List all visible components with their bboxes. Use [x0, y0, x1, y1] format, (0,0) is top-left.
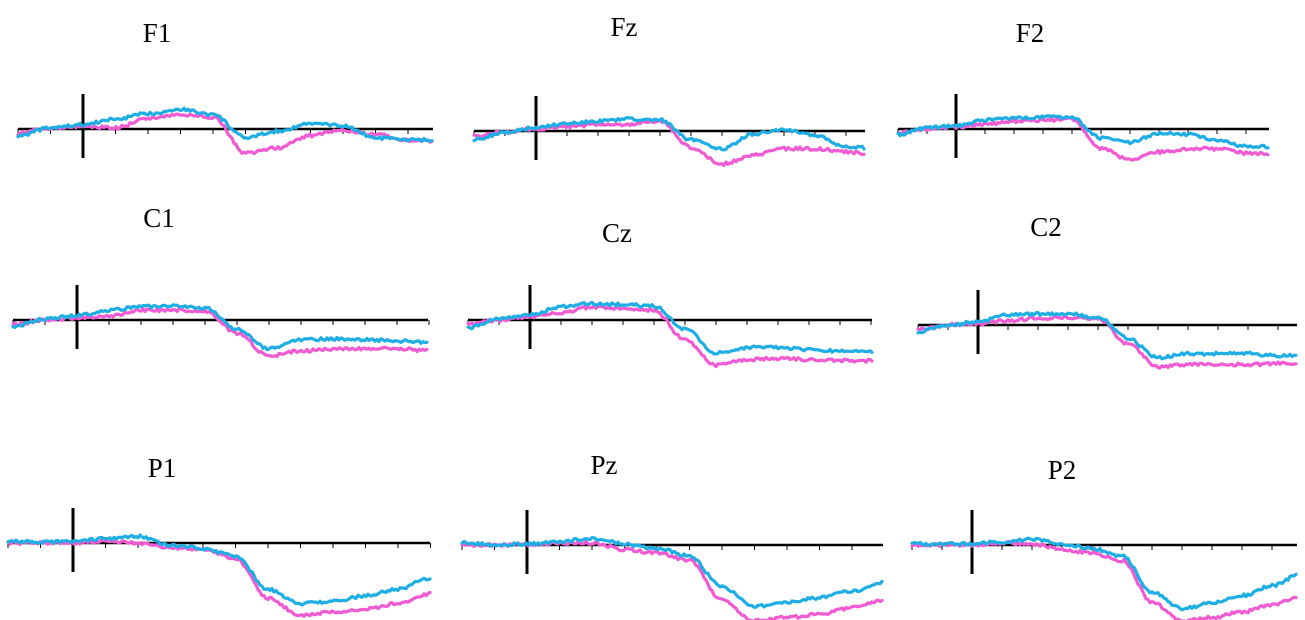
waveform-blue — [6, 533, 432, 607]
waveform-blue — [896, 114, 1270, 150]
waveform-magenta — [466, 304, 874, 369]
erp-panel-fz: Fz — [472, 12, 866, 167]
waveform-magenta — [11, 307, 429, 359]
erp-panel-f2: F2 — [896, 18, 1270, 162]
waveform-blue — [11, 303, 429, 352]
waveform-magenta — [910, 539, 1298, 620]
panel-title: F1 — [143, 18, 172, 48]
panel-title: P2 — [1048, 455, 1077, 485]
erp-panel-f1: F1 — [16, 18, 434, 158]
waveform-blue — [460, 535, 884, 609]
erp-panel-cz: Cz — [466, 218, 874, 369]
panel-title: C1 — [143, 203, 175, 233]
erp-panel-pz: Pz — [460, 450, 884, 620]
panel-title: Fz — [611, 12, 638, 42]
panel-title: C2 — [1030, 212, 1062, 242]
erp-panel-p1: P1 — [6, 453, 432, 618]
panel-title: Pz — [591, 450, 618, 480]
waveform-blue — [472, 116, 866, 152]
panel-title: F2 — [1016, 18, 1045, 48]
panel-title: P1 — [148, 453, 177, 483]
erp-panel-c2: C2 — [916, 212, 1298, 370]
panel-title: Cz — [602, 218, 632, 248]
waveform-blue — [916, 310, 1298, 361]
waveform-blue — [466, 300, 874, 356]
waveform-magenta — [472, 118, 866, 167]
waveform-blue — [910, 536, 1298, 612]
erp-panel-p2: P2 — [910, 455, 1298, 620]
erp-panel-c1: C1 — [11, 203, 430, 359]
waveform-blue — [16, 106, 434, 143]
